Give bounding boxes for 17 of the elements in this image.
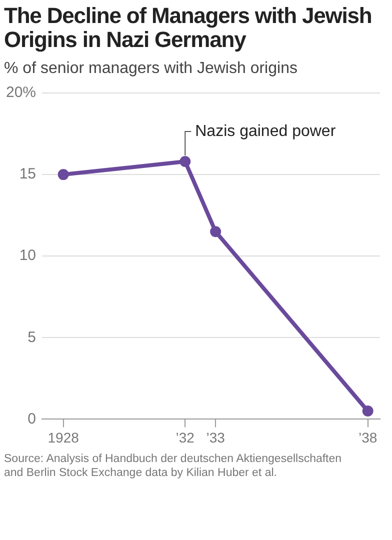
point (58, 169, 69, 180)
point (362, 406, 374, 417)
x-tick-label: ’38 (358, 429, 378, 446)
y-tick-label: 10 (19, 247, 36, 264)
y-tick-label: 0 (28, 410, 36, 428)
chart-title: The Decline of Managers with Jewish Origins in Nazi Germany (4, 3, 373, 52)
x-tick-label: ’33 (206, 429, 226, 446)
x-tick-label: 1928 (48, 429, 80, 446)
point (210, 226, 222, 238)
point (180, 156, 191, 167)
x-tick-label: ’32 (176, 429, 195, 446)
y-tick-label: 15 (19, 166, 36, 183)
y-tick-label: 20% (6, 84, 36, 102)
y-tick-label: 5 (28, 328, 36, 346)
source-note: Source: Analysis of Handbuch der deutschen Aktiengesellschaften and Berlin Stock Exchange data by Kilian Huber et al. (4, 452, 343, 480)
chart-subtitle: % of senior managers with Jewish origins (4, 60, 298, 78)
annotation: Nazis gained power (195, 122, 336, 140)
